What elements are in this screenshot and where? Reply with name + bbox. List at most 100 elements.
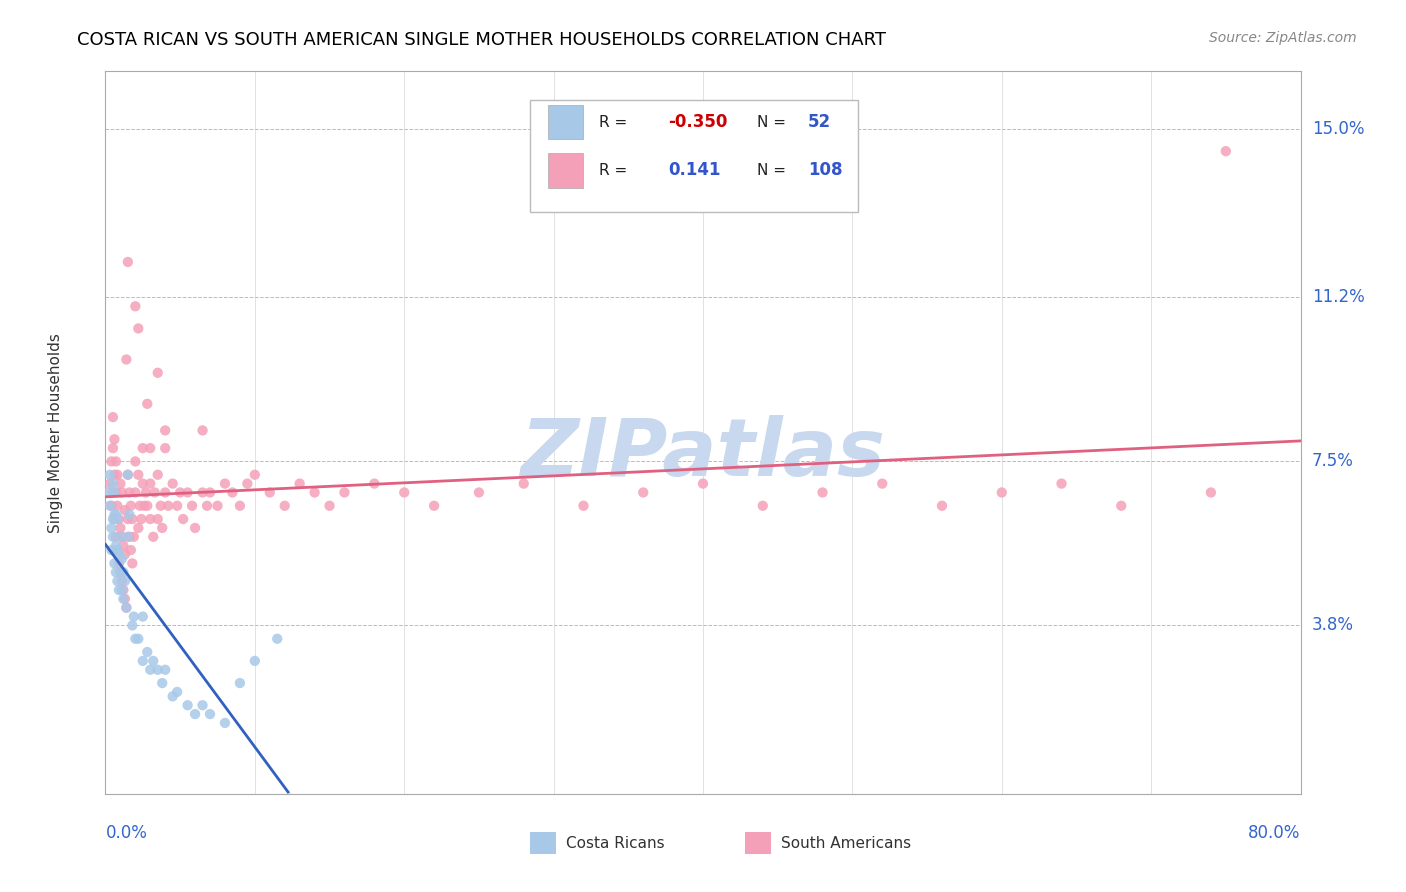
Point bbox=[103, 508, 125, 522]
Point bbox=[110, 521, 132, 535]
Point bbox=[169, 485, 191, 500]
Point bbox=[111, 552, 134, 566]
Point bbox=[243, 467, 266, 482]
Bar bbox=[530, 832, 555, 854]
Point bbox=[108, 548, 131, 562]
Point bbox=[107, 512, 129, 526]
Point bbox=[111, 530, 134, 544]
Point bbox=[120, 499, 142, 513]
Point bbox=[121, 512, 143, 526]
Text: South Americans: South Americans bbox=[780, 836, 911, 850]
Point bbox=[136, 645, 159, 659]
Point bbox=[166, 499, 188, 513]
Point bbox=[266, 632, 288, 646]
Text: R =: R = bbox=[599, 114, 627, 129]
Point bbox=[142, 654, 165, 668]
Point bbox=[468, 485, 491, 500]
Point bbox=[117, 255, 139, 269]
Point bbox=[132, 654, 155, 668]
Point bbox=[101, 441, 124, 455]
Point bbox=[872, 476, 894, 491]
Point bbox=[127, 632, 149, 646]
Point bbox=[100, 543, 122, 558]
Point bbox=[103, 432, 125, 446]
Point bbox=[104, 539, 127, 553]
Point bbox=[129, 512, 153, 526]
Point bbox=[333, 485, 356, 500]
Point bbox=[135, 485, 157, 500]
Point bbox=[127, 467, 149, 482]
Point bbox=[112, 591, 135, 606]
Point bbox=[124, 454, 146, 468]
Point bbox=[198, 707, 221, 722]
Point bbox=[139, 476, 162, 491]
Point bbox=[214, 715, 236, 730]
Point bbox=[181, 499, 204, 513]
Point bbox=[184, 707, 207, 722]
Point bbox=[288, 476, 311, 491]
Point bbox=[103, 467, 125, 482]
Point bbox=[394, 485, 416, 500]
Point bbox=[259, 485, 281, 500]
Point bbox=[110, 476, 132, 491]
Point bbox=[117, 530, 139, 544]
Point bbox=[155, 441, 177, 455]
Point bbox=[100, 521, 122, 535]
Point bbox=[115, 600, 138, 615]
Point bbox=[146, 512, 169, 526]
Text: ZIPatlas: ZIPatlas bbox=[520, 416, 886, 493]
Point bbox=[107, 499, 129, 513]
Point bbox=[111, 582, 134, 597]
Point bbox=[100, 454, 122, 468]
Point bbox=[121, 557, 143, 571]
Point bbox=[108, 512, 131, 526]
Point bbox=[207, 499, 229, 513]
Text: 52: 52 bbox=[808, 113, 831, 131]
Bar bbox=[547, 153, 583, 187]
Point bbox=[1199, 485, 1222, 500]
Point bbox=[115, 352, 138, 367]
Point bbox=[155, 663, 177, 677]
Point bbox=[176, 485, 198, 500]
Point bbox=[117, 467, 139, 482]
Point bbox=[149, 499, 172, 513]
Text: 15.0%: 15.0% bbox=[1312, 120, 1364, 138]
Point bbox=[166, 685, 188, 699]
Point bbox=[118, 508, 141, 522]
Text: Single Mother Households: Single Mother Households bbox=[48, 333, 63, 533]
Point bbox=[572, 499, 595, 513]
Point bbox=[304, 485, 326, 500]
Point bbox=[229, 499, 252, 513]
Point bbox=[229, 676, 252, 690]
Bar bbox=[547, 104, 583, 139]
Point bbox=[114, 591, 136, 606]
Point bbox=[114, 548, 136, 562]
Text: N =: N = bbox=[756, 162, 786, 178]
Point bbox=[136, 499, 159, 513]
Point bbox=[111, 485, 134, 500]
Point bbox=[128, 499, 150, 513]
Point bbox=[162, 690, 184, 704]
Point bbox=[811, 485, 834, 500]
Point bbox=[176, 698, 198, 713]
Point bbox=[751, 499, 773, 513]
Point bbox=[172, 512, 194, 526]
Point bbox=[110, 530, 132, 544]
Text: 3.8%: 3.8% bbox=[1312, 616, 1354, 634]
Point bbox=[155, 424, 177, 438]
Point bbox=[104, 566, 127, 580]
Point bbox=[136, 397, 159, 411]
Point bbox=[103, 512, 125, 526]
Point bbox=[132, 476, 155, 491]
Point bbox=[104, 485, 127, 500]
Text: 108: 108 bbox=[808, 161, 842, 179]
Point bbox=[115, 600, 138, 615]
Point bbox=[124, 485, 146, 500]
Point bbox=[127, 321, 149, 335]
Point bbox=[990, 485, 1012, 500]
Point bbox=[155, 485, 177, 500]
Point bbox=[107, 543, 129, 558]
Text: 11.2%: 11.2% bbox=[1312, 288, 1364, 307]
Point bbox=[157, 499, 180, 513]
Point bbox=[1111, 499, 1133, 513]
